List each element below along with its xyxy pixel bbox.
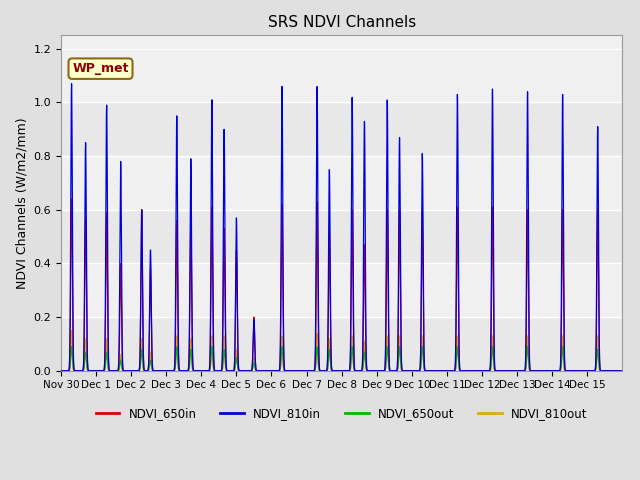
Bar xyxy=(61,264,622,317)
Bar xyxy=(61,156,622,210)
Title: SRS NDVI Channels: SRS NDVI Channels xyxy=(268,15,416,30)
Bar xyxy=(61,210,622,264)
Legend: NDVI_650in, NDVI_810in, NDVI_650out, NDVI_810out: NDVI_650in, NDVI_810in, NDVI_650out, NDV… xyxy=(91,403,593,425)
Text: WP_met: WP_met xyxy=(72,62,129,75)
Bar xyxy=(61,317,622,371)
Bar xyxy=(61,49,622,102)
Y-axis label: NDVI Channels (W/m2/mm): NDVI Channels (W/m2/mm) xyxy=(15,117,28,289)
Bar xyxy=(61,102,622,156)
